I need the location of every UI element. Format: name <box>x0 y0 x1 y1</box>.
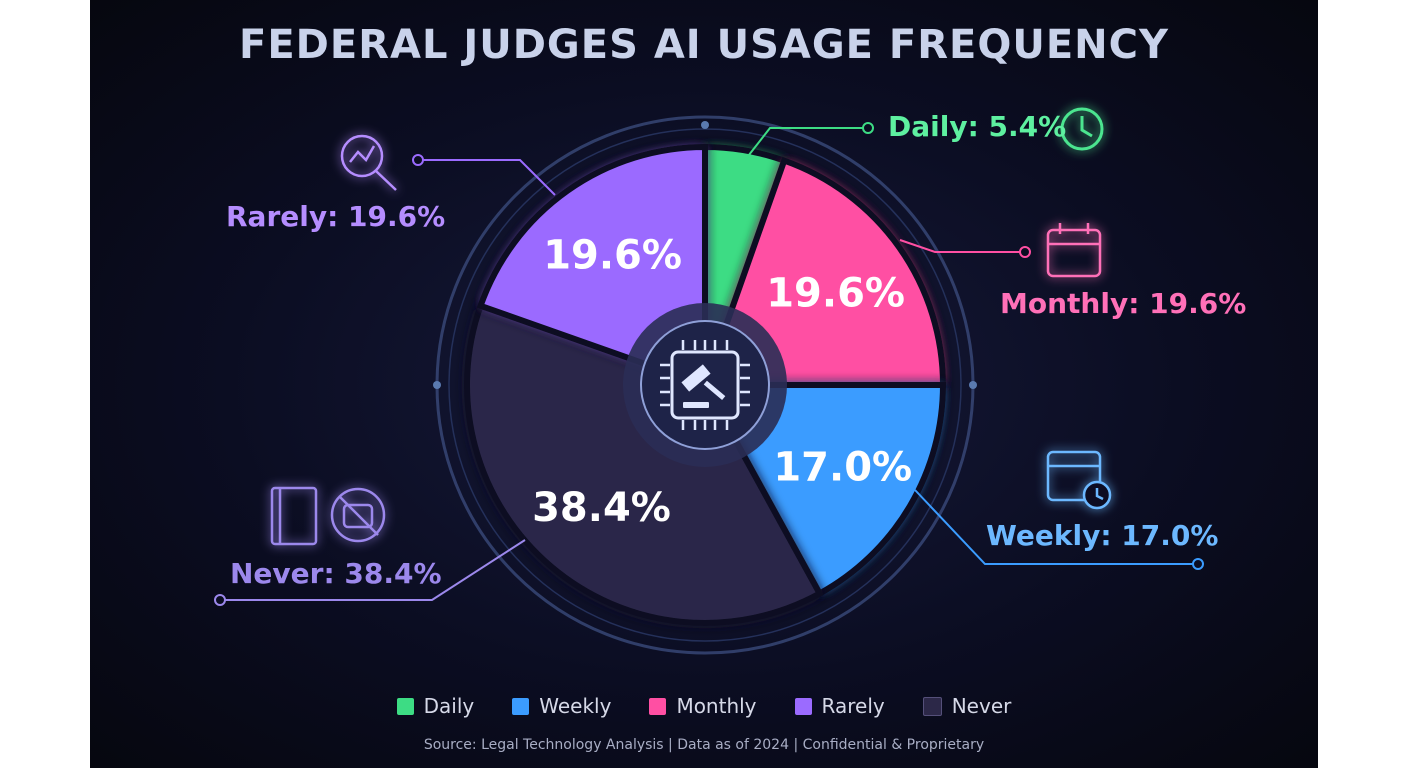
legend-item-daily: Daily <box>396 694 475 718</box>
legend-swatch <box>396 697 414 715</box>
calendar-check-icon <box>1046 450 1112 510</box>
legend-label: Monthly <box>676 694 757 718</box>
clock-icon <box>1060 107 1104 151</box>
callout-daily: Daily: 5.4% <box>888 110 1067 143</box>
leader-dot-never <box>214 594 226 606</box>
book-icon <box>270 486 318 546</box>
leader-dot-weekly <box>1192 558 1204 570</box>
ring-dot-right <box>969 381 977 389</box>
gavel-chip-icon <box>660 340 750 430</box>
legend-swatch <box>649 697 667 715</box>
source-note: Source: Legal Technology Analysis | Data… <box>423 737 985 753</box>
slice-label-monthly: 19.6% <box>766 271 905 317</box>
legend-label: Rarely <box>821 694 885 718</box>
legend-swatch <box>512 697 530 715</box>
leader-line-weekly <box>914 489 1198 565</box>
legend: Daily Weekly Monthly Rarely Never <box>0 694 1408 718</box>
search-analytics-icon <box>340 134 397 191</box>
leader-line-monthly <box>899 239 1025 253</box>
legend-item-monthly: Monthly <box>649 694 757 718</box>
leader-line-never <box>220 539 526 601</box>
ring-dot-left <box>433 381 441 389</box>
legend-swatch <box>794 697 812 715</box>
legend-item-never: Never <box>922 694 1012 718</box>
legend-label: Weekly <box>539 694 612 718</box>
leader-line-daily <box>744 127 868 161</box>
ring-dot-top <box>701 121 709 129</box>
no-robot-icon <box>330 487 386 543</box>
calendar-icon <box>1046 223 1102 278</box>
callout-never: Never: 38.4% <box>230 557 442 590</box>
slice-label-rarely: 19.6% <box>543 232 682 278</box>
legend-swatch <box>922 696 942 716</box>
leader-dot-monthly <box>1019 246 1031 258</box>
leader-dot-daily <box>862 122 874 134</box>
legend-item-weekly: Weekly <box>512 694 611 718</box>
leader-line-rarely <box>418 159 556 196</box>
slice-label-never: 38.4% <box>532 485 671 531</box>
leader-dot-rarely <box>412 154 424 166</box>
slice-label-weekly: 17.0% <box>773 444 912 490</box>
callout-weekly: Weekly: 17.0% <box>986 519 1219 552</box>
legend-item-rarely: Rarely <box>794 694 885 718</box>
legend-label: Never <box>951 694 1012 718</box>
slice-never <box>464 301 824 626</box>
callout-rarely: Rarely: 19.6% <box>226 200 446 233</box>
chart-title: FEDERAL JUDGES AI USAGE FREQUENCY <box>239 22 1169 68</box>
legend-label: Daily <box>423 694 475 718</box>
callout-monthly: Monthly: 19.6% <box>1000 287 1247 320</box>
